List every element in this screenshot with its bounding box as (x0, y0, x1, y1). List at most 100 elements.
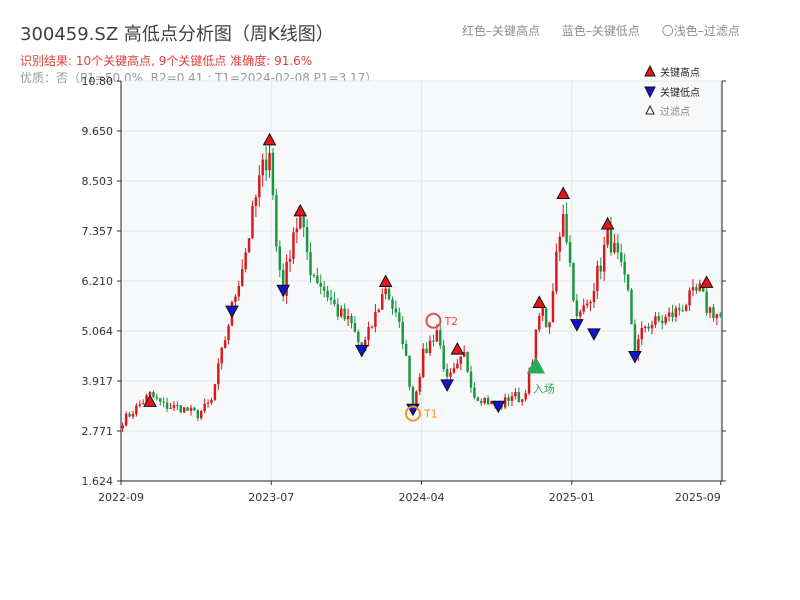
candle-body (316, 275, 319, 284)
candle-body (268, 152, 271, 171)
t1-circle (404, 405, 421, 422)
candle-body (377, 309, 381, 312)
candle-body (162, 401, 165, 403)
candle-body (445, 369, 449, 377)
candle-body (507, 397, 510, 401)
candle-body (661, 320, 664, 324)
candle-body (548, 322, 551, 328)
y-tick-label: 5.064 (82, 325, 114, 338)
key-high-marker (699, 275, 714, 288)
candle-body (391, 299, 394, 309)
candle-body (128, 413, 131, 417)
candle-body (398, 312, 401, 322)
candle-body (374, 311, 377, 327)
candle-body (623, 261, 626, 275)
candle-body (691, 287, 695, 291)
legend-high-symbol (644, 64, 656, 77)
candle-body (476, 397, 480, 401)
legend-red-text: 红色–关键高点 (462, 24, 541, 38)
candle-body (490, 401, 493, 405)
candle-body (473, 387, 476, 398)
candle-body (176, 404, 179, 406)
key-high-marker (378, 274, 393, 288)
candle-body (705, 291, 708, 313)
candle-body (657, 316, 661, 321)
candle-body (186, 407, 189, 411)
key-high-marker (262, 132, 277, 146)
candle-body (292, 232, 295, 259)
candle-body (643, 326, 647, 329)
color-legend: 红色–关键高点 蓝色–关键低点 〇浅色–过滤点 (462, 22, 758, 39)
candle-body (196, 410, 200, 419)
candle-body (302, 216, 305, 228)
x-tick-label: 2022-09 (98, 491, 144, 504)
key-high-marker (600, 216, 615, 230)
key-high-marker (532, 295, 547, 308)
candle-body (459, 356, 462, 364)
key-high-marker (143, 394, 157, 407)
candle-body (432, 340, 435, 342)
candle-body (514, 392, 517, 397)
candle-body (326, 290, 329, 298)
candle-body (357, 331, 360, 343)
key-low-marker (587, 328, 601, 341)
candle-body (213, 384, 217, 400)
candle-body (343, 308, 346, 320)
candle-body (425, 348, 428, 354)
candle-body (418, 376, 422, 392)
candle-body (394, 308, 398, 313)
t2-circle (425, 312, 442, 329)
candle-body (346, 316, 350, 320)
candle-body (340, 308, 343, 317)
candle-body (254, 197, 258, 206)
candle-body (227, 325, 230, 341)
candle-body (654, 316, 657, 325)
candle-body (449, 372, 452, 377)
entry-label: 入场 (533, 382, 555, 396)
candle-body (203, 403, 206, 412)
candle-body (415, 391, 418, 405)
candle-body (404, 344, 408, 356)
candle-body (558, 236, 562, 252)
candle-body (674, 308, 678, 317)
candle-body (719, 314, 722, 316)
y-tick-label: 2.771 (82, 425, 114, 438)
candle-body (336, 304, 340, 317)
candle-body (220, 347, 223, 364)
candle-body (247, 238, 251, 253)
candle-body (517, 392, 521, 402)
candle-body (647, 326, 650, 329)
candle-body (193, 407, 196, 411)
candle-body (182, 407, 186, 413)
candle-body (333, 299, 336, 305)
legend-high-label: 关键高点 (660, 66, 700, 79)
candle-body (240, 269, 244, 286)
key-low-marker (628, 351, 642, 364)
candle-body (261, 159, 264, 176)
candle-body (278, 246, 282, 271)
candle-body (555, 251, 558, 292)
candle-body (271, 152, 275, 196)
candle-body (285, 261, 288, 296)
t2-label: T2 (443, 315, 458, 328)
key-low-marker (570, 319, 584, 332)
candle-body (579, 311, 582, 317)
key-high-marker (293, 203, 308, 217)
candle-body (145, 395, 148, 404)
candle-body (466, 352, 469, 372)
y-tick-label: 8.503 (82, 175, 114, 188)
candle-body (671, 312, 674, 317)
candle-body (367, 327, 370, 340)
candle-body (630, 289, 633, 325)
candle-body (299, 216, 302, 229)
candle-body (435, 330, 439, 342)
candle-body (172, 404, 176, 408)
key-low-marker (354, 344, 369, 358)
y-tick-label: 1.624 (82, 475, 114, 488)
candle-body (678, 308, 681, 311)
key-low-marker (276, 284, 291, 298)
candle-body (486, 397, 490, 405)
candle-body (698, 283, 702, 291)
y-tick-label: 7.357 (82, 225, 114, 238)
